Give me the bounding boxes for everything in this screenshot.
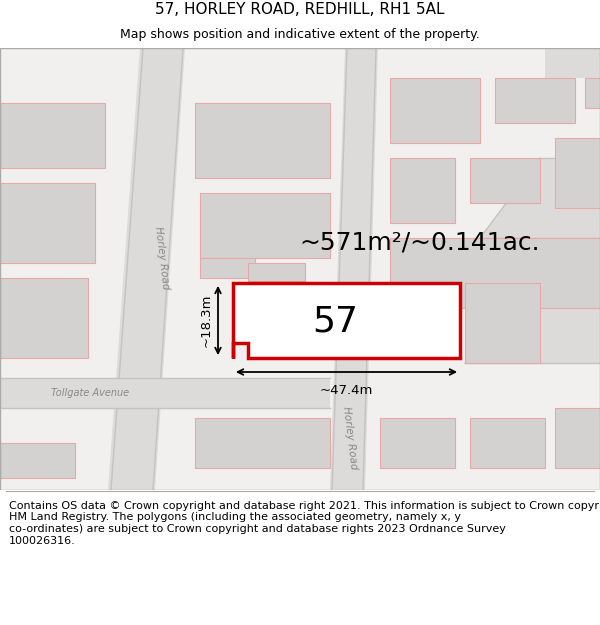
- Polygon shape: [555, 408, 600, 468]
- Text: 57: 57: [312, 305, 358, 339]
- Text: Horley Road: Horley Road: [153, 226, 171, 290]
- Polygon shape: [195, 103, 330, 178]
- Text: ~571m²/~0.141ac.: ~571m²/~0.141ac.: [299, 231, 541, 255]
- Polygon shape: [200, 258, 255, 278]
- Polygon shape: [200, 193, 330, 258]
- Polygon shape: [248, 263, 305, 281]
- Polygon shape: [585, 78, 600, 108]
- Text: 57, HORLEY ROAD, REDHILL, RH1 5AL: 57, HORLEY ROAD, REDHILL, RH1 5AL: [155, 2, 445, 18]
- Polygon shape: [470, 418, 545, 468]
- Polygon shape: [0, 183, 95, 263]
- Polygon shape: [465, 283, 540, 363]
- Polygon shape: [108, 48, 185, 490]
- Polygon shape: [0, 103, 105, 168]
- Polygon shape: [0, 443, 75, 478]
- Polygon shape: [465, 283, 600, 363]
- Polygon shape: [195, 418, 330, 468]
- Polygon shape: [495, 78, 575, 123]
- Polygon shape: [545, 48, 600, 78]
- Text: ~18.3m: ~18.3m: [200, 294, 213, 348]
- Polygon shape: [390, 158, 455, 223]
- Text: Contains OS data © Crown copyright and database right 2021. This information is : Contains OS data © Crown copyright and d…: [9, 501, 600, 546]
- Polygon shape: [380, 418, 455, 468]
- Text: Map shows position and indicative extent of the property.: Map shows position and indicative extent…: [120, 28, 480, 41]
- Polygon shape: [470, 158, 540, 203]
- Polygon shape: [0, 278, 88, 358]
- Text: Tollgate Avenue: Tollgate Avenue: [51, 388, 129, 398]
- Polygon shape: [0, 378, 330, 408]
- Polygon shape: [233, 283, 460, 358]
- Polygon shape: [330, 48, 378, 490]
- Text: ~47.4m: ~47.4m: [320, 384, 373, 397]
- Polygon shape: [390, 238, 600, 308]
- Text: Horley Road: Horley Road: [341, 406, 359, 470]
- Polygon shape: [390, 78, 480, 143]
- Polygon shape: [480, 158, 600, 238]
- Polygon shape: [555, 138, 600, 208]
